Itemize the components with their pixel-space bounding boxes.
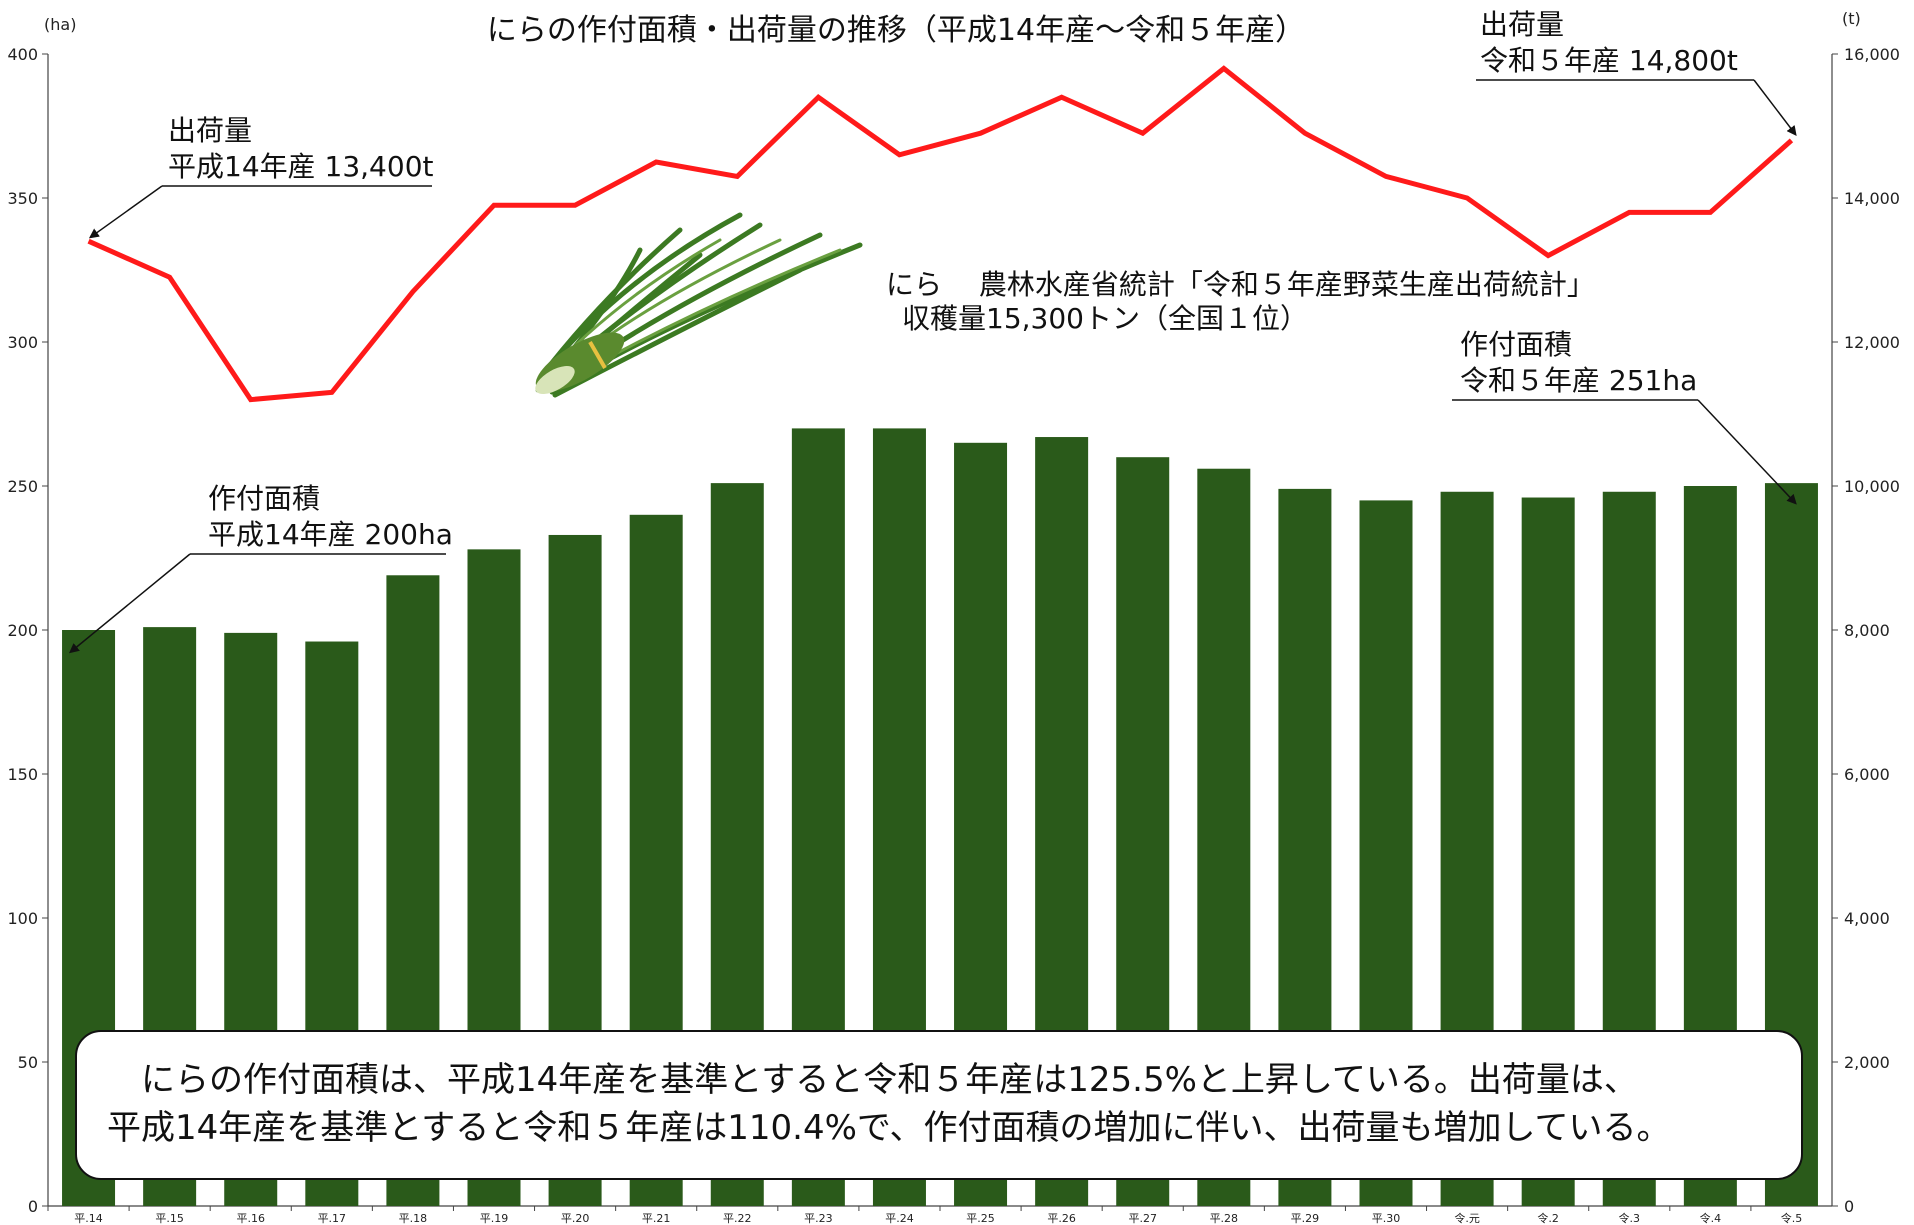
summary-box: にらの作付面積は、平成14年産を基準とすると令和５年産は125.5%と上昇してい… bbox=[75, 1030, 1803, 1180]
y-left-tick-label: 300 bbox=[7, 333, 38, 352]
x-tick-label: 平.26 bbox=[1047, 1212, 1076, 1225]
y-left-tick-label: 250 bbox=[7, 477, 38, 496]
axes: 0 50 100 150 200 250 300 350 400 0 2,000 4,000 6,000… bbox=[7, 9, 1900, 1216]
annotation-shipment-start-arrow bbox=[88, 185, 163, 239]
y-right-tick-label: 8,000 bbox=[1844, 621, 1890, 640]
annotation-area-end-line: 作付面積 bbox=[1460, 328, 1572, 361]
y-right-tick-label: 12,000 bbox=[1844, 333, 1900, 352]
y-left-tick-label: 0 bbox=[28, 1197, 38, 1216]
x-tick-label: 平.22 bbox=[723, 1212, 752, 1225]
annotation-area-start-line: 平成14年産 200ha bbox=[208, 518, 453, 551]
info-line-1: にら 農林水産省統計「令和５年産野菜生産出荷統計」 bbox=[886, 268, 1595, 301]
info-text: にら 農林水産省統計「令和５年産野菜生産出荷統計」収穫量15,300トン（全国１… bbox=[886, 268, 1595, 335]
x-tick-label: 平.20 bbox=[561, 1212, 590, 1225]
x-tick-label: 令.5 bbox=[1781, 1211, 1803, 1225]
x-tick-label: 平.19 bbox=[480, 1212, 509, 1225]
nira-illustration bbox=[535, 212, 863, 398]
y-left-tick-label: 150 bbox=[7, 765, 38, 784]
y-right-tick-label: 0 bbox=[1844, 1197, 1854, 1216]
x-tick-label: 令.4 bbox=[1700, 1211, 1722, 1225]
summary-line-2: 平成14年産を基準とすると令和５年産は110.4%で、作付面積の増加に伴い、出荷… bbox=[107, 1108, 1671, 1148]
annotation-area-end-line: 令和５年産 251ha bbox=[1460, 364, 1697, 397]
x-tick-label: 令.元 bbox=[1454, 1211, 1480, 1225]
annotation-shipment-start-line: 平成14年産 13,400t bbox=[168, 150, 434, 183]
shipment-line-path bbox=[87, 65, 1794, 403]
x-tick-label: 平.30 bbox=[1372, 1212, 1401, 1225]
y-right-tick-label: 10,000 bbox=[1844, 477, 1900, 496]
x-tick-label: 平.29 bbox=[1291, 1212, 1320, 1225]
x-tick-label: 平.16 bbox=[236, 1212, 265, 1225]
y-left-tick-label: 100 bbox=[7, 909, 38, 928]
annotation-area-start-line: 作付面積 bbox=[208, 482, 320, 515]
annotation-shipment-end-line: 出荷量 bbox=[1480, 8, 1564, 41]
summary-line-1: にらの作付面積は、平成14年産を基準とすると令和５年産は125.5%と上昇してい… bbox=[141, 1060, 1638, 1100]
x-tick-label: 令.3 bbox=[1619, 1211, 1641, 1225]
y-right-tick-label: 14,000 bbox=[1844, 189, 1900, 208]
x-tick-labels: 平.14 平.15 平.16 平.17 平.18 平.19 平.20 平.21 平.22 平.23… bbox=[47, 1206, 1803, 1225]
x-tick-label: 平.14 bbox=[74, 1212, 103, 1225]
shipment-line bbox=[87, 65, 1794, 403]
annotation-area-start-arrow bbox=[68, 553, 191, 654]
y-right-tick-label: 4,000 bbox=[1844, 909, 1890, 928]
y-right-tick-label: 6,000 bbox=[1844, 765, 1890, 784]
y-right-tick-label: 16,000 bbox=[1844, 45, 1900, 64]
x-tick-label: 平.21 bbox=[642, 1212, 671, 1225]
x-tick-label: 平.24 bbox=[885, 1212, 914, 1225]
x-tick-label: 平.15 bbox=[155, 1212, 184, 1225]
annotation-area-end-arrow bbox=[1697, 399, 1797, 505]
y-left-tick-label: 350 bbox=[7, 189, 38, 208]
annotation-shipment-end-line: 令和５年産 14,800t bbox=[1480, 44, 1738, 77]
annotation-shipment-start-line: 出荷量 bbox=[168, 114, 252, 147]
y-left-tick-label: 400 bbox=[7, 45, 38, 64]
x-tick-label: 平.27 bbox=[1128, 1212, 1157, 1225]
x-tick-label: 平.28 bbox=[1210, 1212, 1239, 1225]
y-left-tick-label: 50 bbox=[18, 1053, 38, 1072]
annotation-shipment-end-arrow bbox=[1753, 79, 1797, 136]
info-line-2: 収穫量15,300トン（全国１位） bbox=[902, 302, 1308, 335]
y-left-tick-label: 200 bbox=[7, 621, 38, 640]
x-tick-label: 平.18 bbox=[399, 1212, 428, 1225]
y-left-unit: (ha) bbox=[44, 15, 76, 34]
y-right-unit: (t) bbox=[1842, 9, 1861, 28]
x-tick-label: 平.17 bbox=[318, 1212, 347, 1225]
x-tick-label: 平.23 bbox=[804, 1212, 833, 1225]
chart-title: にらの作付面積・出荷量の推移（平成14年産～令和５年産） bbox=[487, 13, 1305, 48]
y-right-tick-label: 2,000 bbox=[1844, 1053, 1890, 1072]
x-tick-label: 令.2 bbox=[1537, 1211, 1559, 1225]
x-tick-label: 平.25 bbox=[966, 1212, 995, 1225]
